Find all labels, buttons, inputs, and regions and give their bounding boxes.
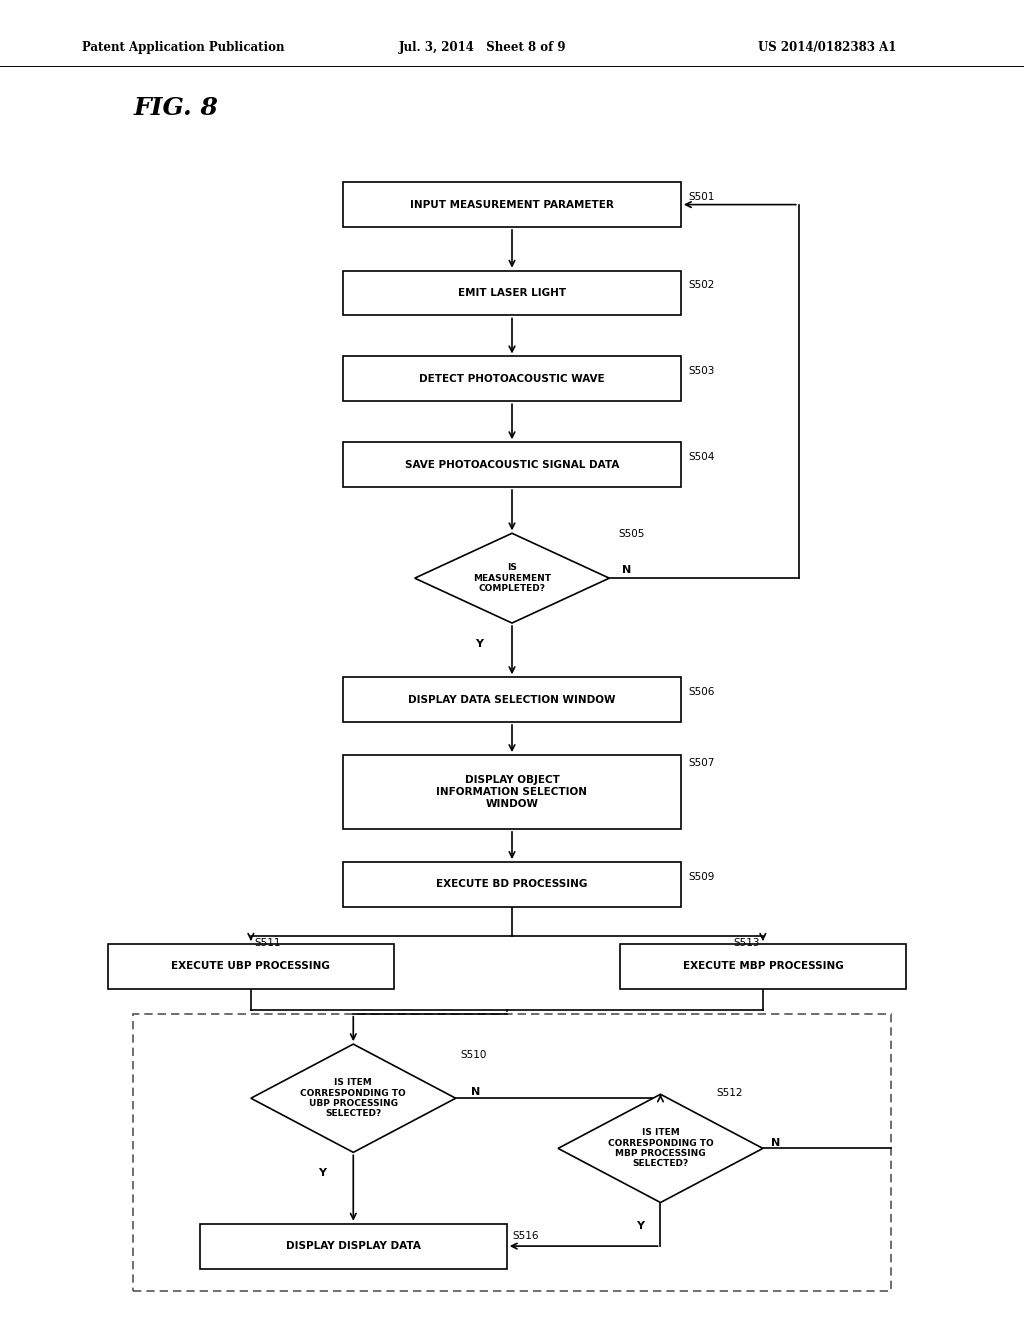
- Text: EXECUTE BD PROCESSING: EXECUTE BD PROCESSING: [436, 879, 588, 890]
- Text: EXECUTE MBP PROCESSING: EXECUTE MBP PROCESSING: [683, 961, 843, 972]
- Text: S510: S510: [461, 1049, 487, 1060]
- Bar: [343, 862, 681, 907]
- Text: S511: S511: [254, 937, 281, 948]
- Bar: [343, 677, 681, 722]
- Text: S503: S503: [688, 366, 715, 376]
- Text: S506: S506: [688, 686, 715, 697]
- Bar: [343, 755, 681, 829]
- Text: Y: Y: [636, 1221, 644, 1232]
- Text: S501: S501: [688, 191, 715, 202]
- Text: IS ITEM
CORRESPONDING TO
UBP PROCESSING
SELECTED?: IS ITEM CORRESPONDING TO UBP PROCESSING …: [300, 1078, 407, 1118]
- Text: Jul. 3, 2014   Sheet 8 of 9: Jul. 3, 2014 Sheet 8 of 9: [399, 41, 567, 54]
- Text: N: N: [471, 1086, 480, 1097]
- Text: Patent Application Publication: Patent Application Publication: [82, 41, 285, 54]
- Text: EMIT LASER LIGHT: EMIT LASER LIGHT: [458, 288, 566, 298]
- Text: S512: S512: [717, 1088, 743, 1098]
- Text: IS
MEASUREMENT
COMPLETED?: IS MEASUREMENT COMPLETED?: [473, 564, 551, 593]
- Text: N: N: [622, 565, 631, 576]
- Text: Y: Y: [318, 1168, 327, 1179]
- Text: S502: S502: [688, 280, 715, 290]
- Text: S513: S513: [733, 937, 760, 948]
- Text: FIG. 8: FIG. 8: [133, 96, 218, 120]
- Text: Y: Y: [475, 639, 483, 649]
- Bar: [108, 944, 394, 989]
- Text: S509: S509: [688, 871, 715, 882]
- Text: DISPLAY OBJECT
INFORMATION SELECTION
WINDOW: DISPLAY OBJECT INFORMATION SELECTION WIN…: [436, 775, 588, 809]
- Bar: [343, 442, 681, 487]
- Text: S504: S504: [688, 451, 715, 462]
- Bar: [343, 271, 681, 315]
- Text: INPUT MEASUREMENT PARAMETER: INPUT MEASUREMENT PARAMETER: [410, 199, 614, 210]
- Text: US 2014/0182383 A1: US 2014/0182383 A1: [758, 41, 896, 54]
- Polygon shape: [415, 533, 609, 623]
- Text: S507: S507: [688, 758, 715, 768]
- Text: S505: S505: [618, 528, 645, 539]
- Bar: [343, 356, 681, 401]
- Text: S516: S516: [512, 1230, 539, 1241]
- Polygon shape: [558, 1094, 763, 1203]
- Text: DETECT PHOTOACOUSTIC WAVE: DETECT PHOTOACOUSTIC WAVE: [419, 374, 605, 384]
- Bar: [133, 1014, 891, 1291]
- Text: N: N: [771, 1138, 780, 1148]
- Text: IS ITEM
CORRESPONDING TO
MBP PROCESSING
SELECTED?: IS ITEM CORRESPONDING TO MBP PROCESSING …: [607, 1129, 714, 1168]
- Bar: [620, 944, 906, 989]
- Bar: [343, 182, 681, 227]
- Text: EXECUTE UBP PROCESSING: EXECUTE UBP PROCESSING: [171, 961, 331, 972]
- Text: DISPLAY DISPLAY DATA: DISPLAY DISPLAY DATA: [286, 1241, 421, 1251]
- Polygon shape: [251, 1044, 456, 1152]
- Text: DISPLAY DATA SELECTION WINDOW: DISPLAY DATA SELECTION WINDOW: [409, 694, 615, 705]
- Text: SAVE PHOTOACOUSTIC SIGNAL DATA: SAVE PHOTOACOUSTIC SIGNAL DATA: [404, 459, 620, 470]
- Bar: [200, 1224, 507, 1269]
